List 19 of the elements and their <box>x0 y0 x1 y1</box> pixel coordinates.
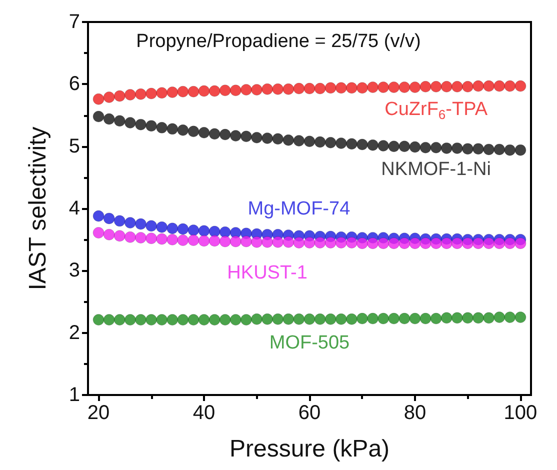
series-label: NKMOF-1-Ni <box>381 159 491 180</box>
series-label: MOF-505 <box>269 332 350 354</box>
y-tick-label: 2 <box>68 322 80 344</box>
y-tick-label: 1 <box>68 384 80 406</box>
x-axis-title: Pressure (kPa) <box>229 436 390 462</box>
x-tick-label: 20 <box>87 402 110 424</box>
y-tick-label: 3 <box>68 260 80 282</box>
y-tick-label: 7 <box>68 11 80 33</box>
y-tick-label: 6 <box>68 73 80 96</box>
annotation: Propyne/Propadiene = 25/75 (v/v) <box>136 31 421 52</box>
x-tick-label: 40 <box>192 402 216 424</box>
y-tick-label: 5 <box>68 135 80 158</box>
x-tick-label: 80 <box>404 402 426 424</box>
y-axis-title: IAST selectivity <box>24 126 52 290</box>
y-tick-label: 4 <box>68 198 80 220</box>
x-tick-label: 60 <box>298 402 321 424</box>
series-label: HKUST-1 <box>227 262 308 284</box>
series-label: Mg-MOF-74 <box>248 198 351 220</box>
x-tick-label: 100 <box>504 402 538 424</box>
